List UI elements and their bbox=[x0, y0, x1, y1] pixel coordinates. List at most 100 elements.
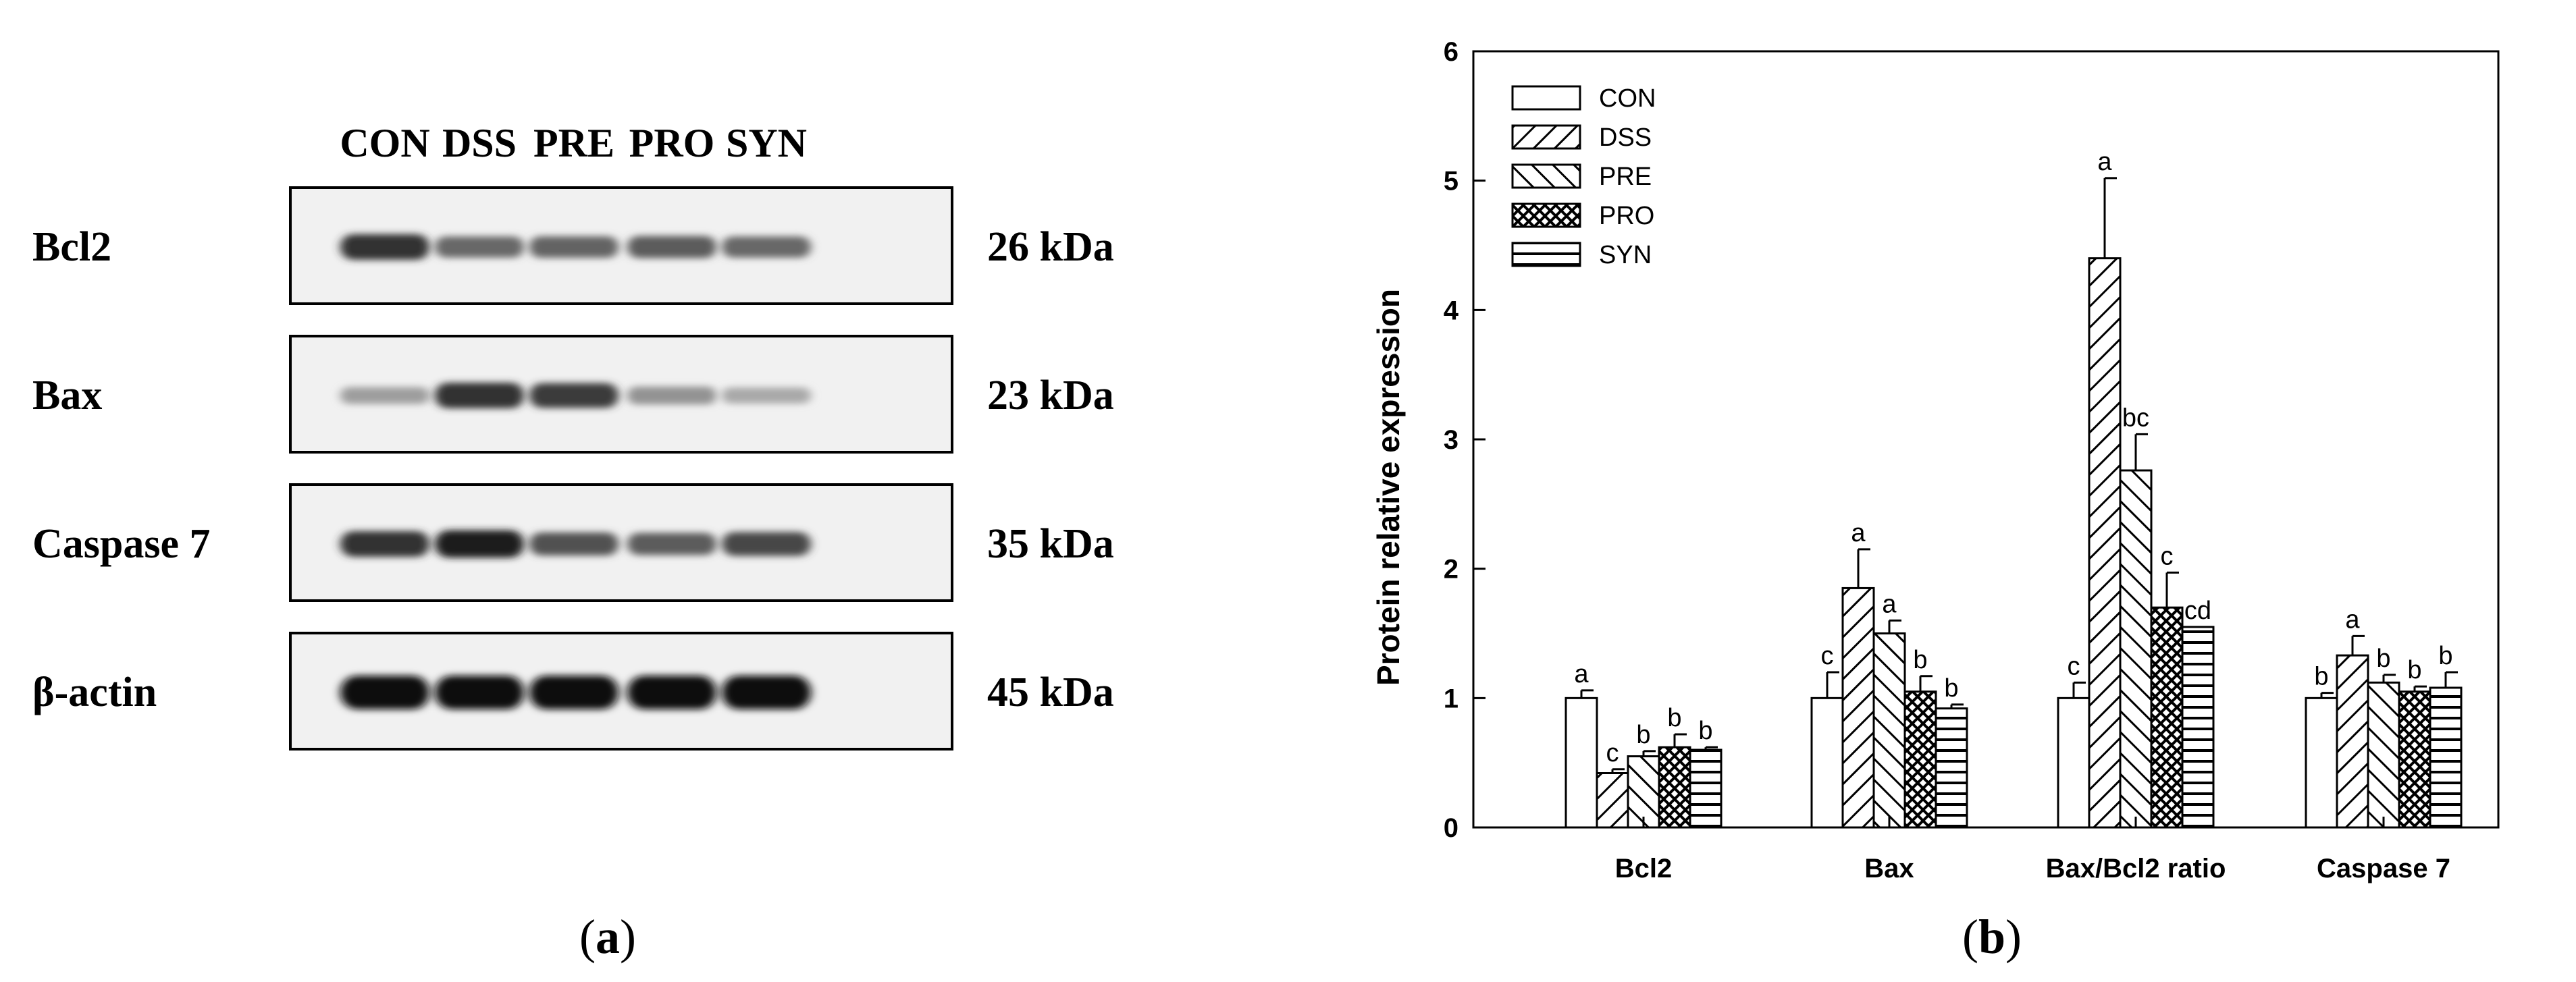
x-tick-label: Bcl2 bbox=[1615, 854, 1673, 883]
significance-letter: c bbox=[1606, 739, 1619, 767]
protein-band bbox=[435, 382, 524, 409]
bar-syn-2 bbox=[2181, 626, 2215, 829]
legend-label-con: CON bbox=[1599, 84, 1656, 113]
significance-letter: b bbox=[1944, 674, 1958, 703]
molecular-weight-label: 45 kDa bbox=[987, 670, 1114, 715]
lane-label-pre: PRE bbox=[533, 121, 614, 165]
significance-letter: b bbox=[2376, 645, 2390, 673]
protein-band bbox=[627, 676, 716, 709]
protein-band bbox=[529, 383, 619, 408]
protein-label: β-actin bbox=[32, 670, 157, 715]
panel-a-label: (a) bbox=[579, 910, 636, 964]
western-blot-panel: CON DSS PRE PRO SYN Bcl2 26 kDa Bax 23 kDa Caspa… bbox=[32, 121, 1114, 964]
y-axis-label: Protein relative expression bbox=[1371, 289, 1406, 686]
bar-pro-3 bbox=[2398, 690, 2432, 829]
protein-band bbox=[722, 532, 811, 556]
bar-dss-2 bbox=[2088, 257, 2122, 829]
bar-pre-3 bbox=[2367, 681, 2400, 829]
bar-con-0 bbox=[1565, 697, 1598, 829]
protein-band bbox=[529, 532, 619, 556]
protein-band bbox=[722, 387, 811, 404]
protein-band bbox=[529, 236, 619, 258]
y-tick-label: 4 bbox=[1444, 296, 1459, 325]
legend-swatch-dss bbox=[1511, 124, 1581, 150]
bar-con-2 bbox=[2057, 697, 2091, 829]
significance-letter: cd bbox=[2184, 597, 2211, 625]
x-tick-label: Bax bbox=[1864, 854, 1914, 883]
legend-swatch-pro bbox=[1511, 202, 1581, 228]
significance-letter: a bbox=[2345, 605, 2360, 634]
protein-band bbox=[340, 234, 429, 261]
significance-letter: c bbox=[2068, 652, 2080, 680]
protein-label: Caspase 7 bbox=[32, 521, 211, 567]
molecular-weight-label: 35 kDa bbox=[987, 521, 1114, 567]
bar-pro-2 bbox=[2150, 606, 2184, 829]
bar-pro-1 bbox=[1903, 690, 1937, 829]
protein-label: Bax bbox=[32, 373, 102, 418]
blot-rows: Bcl2 26 kDa Bax 23 kDa Caspase 7 35 kDa β-acti… bbox=[32, 186, 1114, 751]
y-tick-label: 1 bbox=[1444, 684, 1458, 713]
bar-con-3 bbox=[2305, 697, 2338, 829]
legend-label-syn: SYN bbox=[1599, 241, 1652, 269]
significance-letter: b bbox=[1636, 721, 1650, 749]
significance-letter: a bbox=[1851, 519, 1866, 547]
protein-band bbox=[435, 530, 524, 558]
significance-letter: b bbox=[2314, 663, 2328, 691]
bar-con-1 bbox=[1810, 697, 1844, 829]
significance-letter: a bbox=[1882, 590, 1897, 618]
bar-dss-1 bbox=[1841, 587, 1875, 829]
protein-band bbox=[627, 236, 716, 258]
significance-letter: c bbox=[2161, 542, 2174, 570]
y-tick-label: 2 bbox=[1444, 555, 1458, 584]
significance-letter: b bbox=[1698, 717, 1712, 745]
lane-labels: CON DSS PRE PRO SYN bbox=[340, 121, 807, 165]
chart-legend: CON DSS PRE PRO SYN bbox=[1511, 84, 1656, 269]
bar-pre-1 bbox=[1872, 632, 1906, 829]
protein-label: Bcl2 bbox=[32, 224, 111, 270]
protein-band bbox=[340, 387, 429, 404]
blot-row-2: Bax 23 kDa bbox=[32, 335, 1114, 454]
y-tick-label: 3 bbox=[1444, 425, 1458, 455]
protein-band bbox=[529, 676, 619, 709]
protein-band bbox=[627, 533, 716, 555]
lane-label-dss: DSS bbox=[442, 121, 517, 165]
protein-band bbox=[627, 386, 716, 405]
bar-pre-2 bbox=[2119, 469, 2153, 829]
panel-b-label: (b) bbox=[1962, 910, 2022, 964]
lane-label-pro: PRO bbox=[629, 121, 715, 165]
protein-band bbox=[435, 676, 524, 709]
bar-syn-3 bbox=[2429, 686, 2463, 829]
legend-swatch-syn bbox=[1511, 242, 1581, 267]
legend-label-dss: DSS bbox=[1599, 124, 1652, 152]
protein-band bbox=[722, 676, 811, 709]
molecular-weight-label: 23 kDa bbox=[987, 373, 1114, 418]
bar-dss-3 bbox=[2336, 654, 2369, 829]
significance-letter: b bbox=[1667, 704, 1681, 732]
legend-label-pre: PRE bbox=[1599, 163, 1652, 191]
bar-syn-1 bbox=[1935, 707, 1968, 829]
blot-row-4: β-actin 45 kDa bbox=[32, 632, 1114, 751]
x-tick-label: Caspase 7 bbox=[2317, 854, 2450, 883]
lane-label-syn: SYN bbox=[726, 121, 807, 165]
significance-letter: b bbox=[2438, 642, 2452, 670]
lane-label-con: CON bbox=[340, 121, 429, 165]
molecular-weight-label: 26 kDa bbox=[987, 224, 1114, 270]
bar-syn-0 bbox=[1689, 748, 1723, 829]
chart-axes: 0 1 2 3 4 5 6 Bcl2 Bax Bax/Bcl2 ratio Caspase 7 bbox=[1444, 37, 2500, 883]
y-tick-label: 6 bbox=[1444, 37, 1458, 67]
blot-row-1: Bcl2 26 kDa bbox=[32, 186, 1114, 305]
bar-dss-0 bbox=[1596, 772, 1629, 829]
protein-band bbox=[340, 530, 429, 557]
protein-band bbox=[340, 676, 429, 709]
significance-letter: b bbox=[1913, 646, 1927, 674]
significance-letter: a bbox=[1574, 660, 1589, 688]
protein-band bbox=[435, 236, 524, 258]
y-tick-label: 0 bbox=[1444, 813, 1458, 843]
x-tick-label: Bax/Bcl2 ratio bbox=[2046, 854, 2226, 883]
significance-letter: b bbox=[2407, 656, 2421, 684]
significance-letter: bc bbox=[2122, 404, 2149, 432]
